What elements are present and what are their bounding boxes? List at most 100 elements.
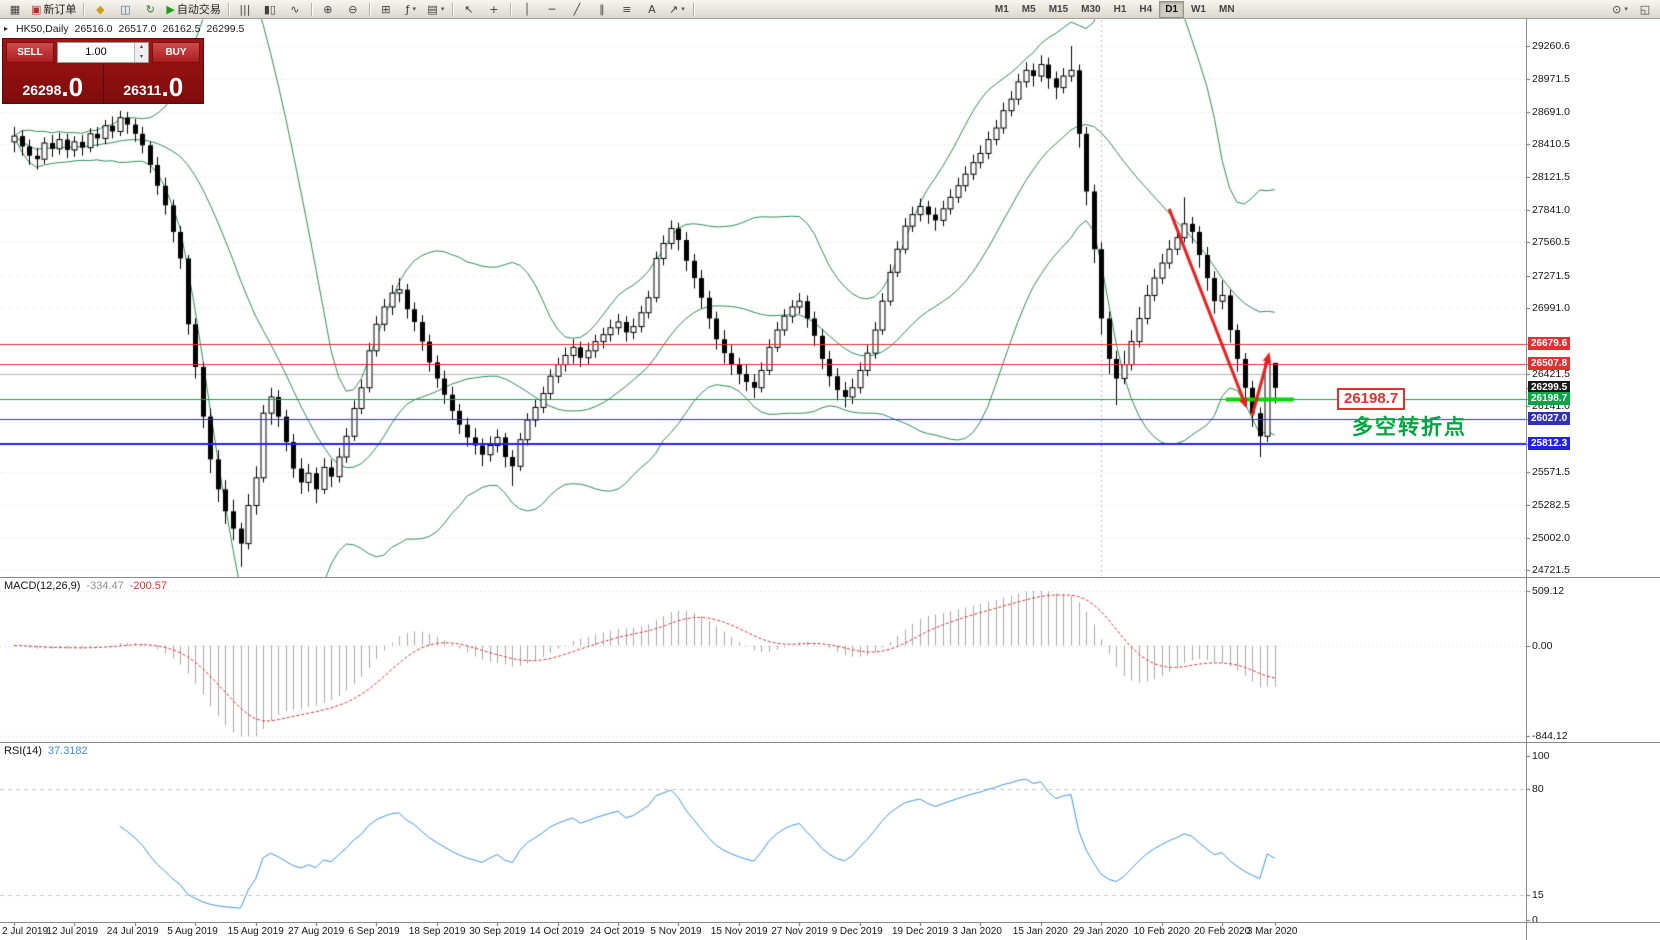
zoom-in-icon[interactable]: ⊕: [316, 0, 340, 18]
price-tick: 28971.5: [1532, 73, 1570, 86]
timeframe-D1[interactable]: D1: [1159, 0, 1184, 18]
macd-axis-tick: 509.12: [1532, 585, 1565, 597]
date-label: 3 Jan 2020: [952, 926, 1002, 937]
date-label: 24 Jul 2019: [106, 926, 159, 937]
rsi-axis-tick: 0: [1532, 914, 1538, 926]
refresh-icon[interactable]: ↻: [138, 0, 162, 18]
price-tick: 27841.0: [1532, 203, 1570, 216]
date-label: 27 Aug 2019: [288, 926, 345, 937]
arrow-objects-icon[interactable]: ↗ ▾: [665, 0, 689, 18]
date-label: 24 Oct 2019: [590, 926, 645, 937]
price-tick: 25571.5: [1532, 465, 1570, 478]
autotrading-button[interactable]: ▶ 自动交易: [163, 0, 223, 18]
autotrading-button-label: 自动交易: [176, 4, 221, 16]
macd-label: MACD(12,26,9) -334.47 -200.57: [4, 580, 167, 592]
macd-signal-value: -200.57: [129, 580, 168, 592]
vertical-line-icon[interactable]: │: [515, 0, 539, 18]
price-tick: 26991.0: [1532, 302, 1570, 314]
toolbar-separator: [451, 2, 453, 16]
volume-spinner[interactable]: ▴ ▾: [134, 42, 148, 62]
buy-button[interactable]: BUY: [152, 41, 200, 63]
time-axis-separator: [0, 922, 1660, 923]
fibonacci-icon[interactable]: ≡: [615, 0, 639, 18]
channel-icon[interactable]: ∥: [590, 0, 614, 18]
toolbar-separator: [227, 2, 229, 16]
horizontal-line-icon: ─: [548, 2, 556, 16]
toolbar-separator: [368, 2, 370, 16]
timeframe-H1[interactable]: H1: [1113, 3, 1127, 15]
new-order-button[interactable]: ▣ 新订单: [28, 0, 79, 18]
timeframe-W1[interactable]: W1: [1190, 3, 1206, 15]
price-tick: 25002.0: [1532, 531, 1570, 544]
macd-axis-tick: -844.12: [1532, 730, 1568, 742]
date-label: 27 Nov 2019: [771, 926, 828, 937]
turning-point-text: 多空转折点: [1352, 416, 1467, 439]
timeframe-M30[interactable]: M30: [1081, 3, 1101, 15]
price-badge: 26198.7: [1528, 392, 1571, 406]
timeframe-MN[interactable]: MN: [1218, 3, 1235, 15]
rsi-axis-tick: 15: [1532, 889, 1544, 902]
trendline-icon: ╱: [573, 2, 581, 16]
rsi-axis-tick: 100: [1532, 750, 1550, 762]
chevron-down-icon: ▾: [681, 6, 685, 13]
sell-button[interactable]: SELL: [6, 41, 54, 63]
candlestick-chart-icon[interactable]: ▮▯: [258, 0, 282, 18]
ask-big-digit: .0: [161, 71, 184, 102]
crosshair-icon: +: [489, 2, 499, 16]
cursor-icon[interactable]: ↖: [457, 0, 481, 18]
date-label: 20 Feb 2020: [1194, 926, 1251, 937]
text-label-icon[interactable]: A: [640, 0, 664, 18]
volume-stepper[interactable]: 1.00 ▴ ▾: [57, 41, 149, 63]
trendline-icon[interactable]: ╱: [565, 0, 589, 18]
pane-separator-macd[interactable]: [0, 577, 1660, 578]
tile-windows-icon: ⊞: [381, 2, 391, 16]
volume-up-icon[interactable]: ▴: [135, 42, 148, 52]
macd-main-value: -334.47: [86, 580, 124, 592]
horizontal-line-icon[interactable]: ─: [540, 0, 564, 18]
tile-windows-icon[interactable]: ⊞: [374, 0, 398, 18]
price-tick: 25282.5: [1532, 499, 1570, 512]
chart-window-icon[interactable]: ▦: [3, 0, 27, 18]
zoom-out-icon[interactable]: ⊖: [341, 0, 365, 18]
close-value: 26299.5: [206, 23, 245, 35]
window-layout-icon[interactable]: ◱: [1633, 0, 1657, 18]
date-label: 3 Mar 2020: [1246, 926, 1298, 937]
bar-chart-icon[interactable]: |||: [233, 0, 257, 18]
date-label: 9 Dec 2019: [831, 926, 883, 937]
timeframe-H4[interactable]: H4: [1139, 3, 1153, 15]
pane-separator-rsi[interactable]: [0, 742, 1660, 743]
price-tick: 27271.5: [1532, 269, 1570, 282]
volume-value[interactable]: 1.00: [85, 46, 107, 58]
indicators-icon[interactable]: ƒ ▾: [399, 0, 423, 18]
timeframe-M5[interactable]: M5: [1021, 3, 1036, 15]
price-badge: 25812.3: [1528, 437, 1571, 451]
chevron-down-icon: ▾: [412, 6, 417, 13]
search-icon: ⊙: [1612, 2, 1622, 16]
metaeditor-icon[interactable]: ◆: [88, 0, 112, 18]
price-tick: 26421.5: [1532, 367, 1570, 380]
one-click-collapse-icon[interactable]: ▸: [4, 24, 9, 33]
text-label-icon: A: [648, 2, 656, 16]
timeframe-M15[interactable]: M15: [1048, 3, 1069, 15]
crosshair-icon[interactable]: +: [482, 0, 506, 18]
search-icon[interactable]: ⊙ ▾: [1608, 0, 1632, 18]
chart-window-icon: ▦: [9, 2, 21, 16]
date-label: 15 Jan 2020: [1012, 926, 1068, 937]
channel-icon: ∥: [599, 2, 605, 16]
open-value: 26516.0: [74, 23, 113, 35]
date-label: 15 Nov 2019: [710, 926, 768, 937]
volume-down-icon[interactable]: ▾: [135, 52, 148, 62]
autotrading-button: ▶: [166, 2, 175, 16]
line-chart-icon[interactable]: ∿: [283, 0, 307, 18]
timeframe-M1[interactable]: M1: [994, 3, 1009, 15]
zoom-in-icon: ⊕: [323, 2, 333, 16]
profiles-icon[interactable]: ◫: [113, 0, 137, 18]
arrow-objects-icon: ↗: [669, 2, 679, 16]
rsi-axis-tick: 80: [1532, 782, 1544, 795]
ask-price: 26311.0: [102, 63, 204, 103]
date-label: 19 Dec 2019: [892, 926, 949, 937]
templates-icon[interactable]: ▤ ▾: [424, 0, 448, 18]
price-tick: 28121.5: [1532, 171, 1570, 184]
